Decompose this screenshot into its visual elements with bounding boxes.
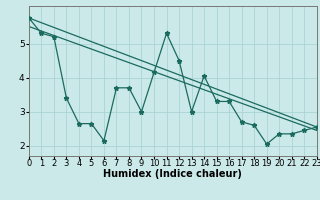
X-axis label: Humidex (Indice chaleur): Humidex (Indice chaleur) [103,169,242,179]
